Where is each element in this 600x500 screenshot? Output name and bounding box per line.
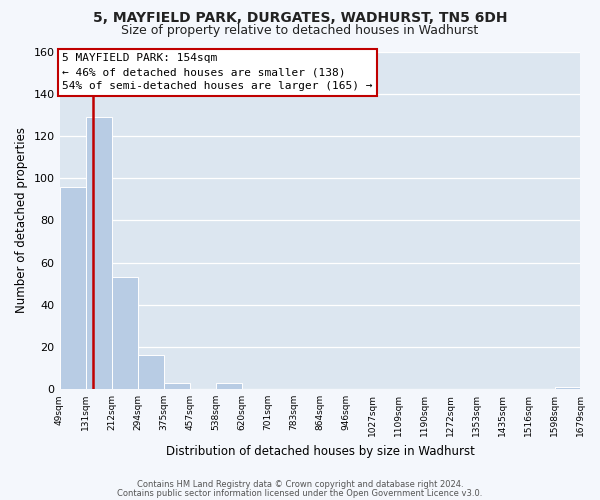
Bar [216, 383, 242, 389]
Bar [112, 278, 138, 389]
Bar [138, 356, 164, 389]
Bar [554, 387, 581, 389]
Text: 5, MAYFIELD PARK, DURGATES, WADHURST, TN5 6DH: 5, MAYFIELD PARK, DURGATES, WADHURST, TN… [93, 11, 507, 25]
X-axis label: Distribution of detached houses by size in Wadhurst: Distribution of detached houses by size … [166, 444, 475, 458]
Text: Contains HM Land Registry data © Crown copyright and database right 2024.: Contains HM Land Registry data © Crown c… [137, 480, 463, 489]
Text: 5 MAYFIELD PARK: 154sqm
← 46% of detached houses are smaller (138)
54% of semi-d: 5 MAYFIELD PARK: 154sqm ← 46% of detache… [62, 53, 373, 91]
Bar [164, 383, 190, 389]
Bar [59, 186, 86, 389]
Text: Size of property relative to detached houses in Wadhurst: Size of property relative to detached ho… [121, 24, 479, 37]
Y-axis label: Number of detached properties: Number of detached properties [15, 128, 28, 314]
Bar [86, 117, 112, 389]
Text: Contains public sector information licensed under the Open Government Licence v3: Contains public sector information licen… [118, 488, 482, 498]
